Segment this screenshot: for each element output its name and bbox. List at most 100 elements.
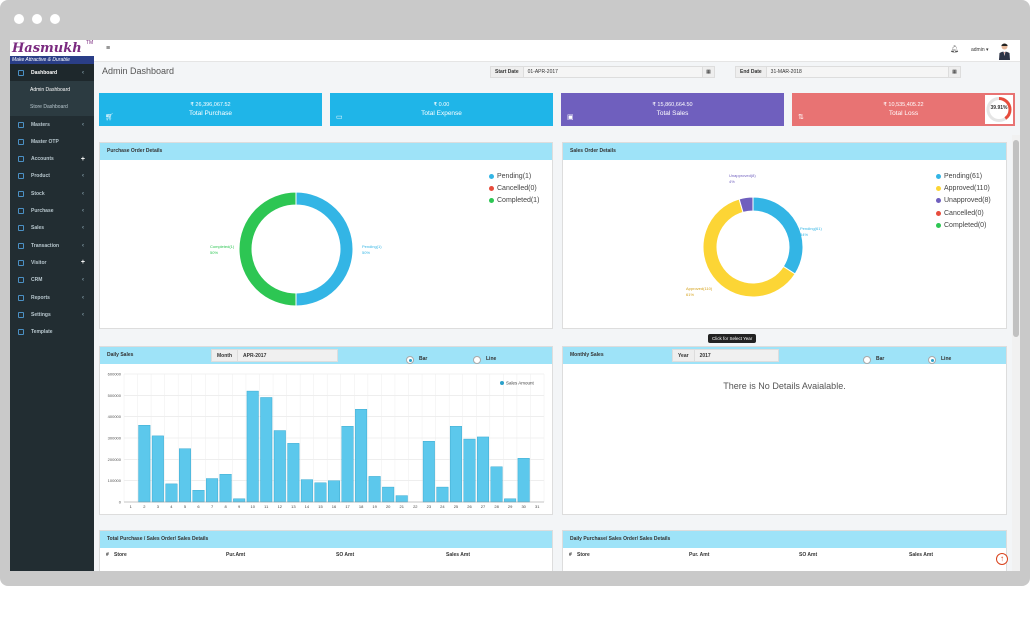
legend-label: Sales Amount — [506, 381, 535, 386]
menu-icon — [18, 156, 24, 163]
sidebar-item-dashboard[interactable]: Dashboard ‹ — [10, 64, 94, 82]
column-header[interactable]: Store — [577, 552, 590, 558]
menu-toggle-icon[interactable]: ≡ — [106, 45, 111, 52]
sales-order-chart: Pending(61)34% Approved(110)61% Unapproved… — [686, 173, 822, 298]
stat-total-loss[interactable]: ₹ 10,535,405.22 Total Loss ⇅ 39.91% — [792, 93, 1015, 126]
radio-icon[interactable] — [473, 355, 481, 364]
sidebar-item-visitor[interactable]: Visitor + — [10, 254, 94, 271]
chevron-left-icon: ‹ — [82, 190, 84, 197]
sidebar-item-master-otp[interactable]: Master OTP — [10, 133, 94, 150]
window-dot[interactable] — [50, 14, 60, 24]
column-header[interactable]: Store — [114, 552, 127, 558]
legend-item[interactable]: Completed(0) — [936, 219, 991, 231]
sidebar-item-settings[interactable]: Settings ‹ — [10, 306, 94, 323]
bar-day-16 — [328, 480, 340, 503]
sidebar-item-purchase[interactable]: Purchase ‹ — [10, 202, 94, 219]
radio-icon[interactable] — [863, 355, 871, 364]
calendar-icon[interactable]: ▦ — [948, 67, 960, 77]
x-tick-label: 16 — [332, 504, 337, 509]
scroll-thumb[interactable] — [1013, 140, 1019, 337]
sidebar-item-admin-dashboard[interactable]: Admin Dashboard — [10, 81, 94, 99]
y-tick-label: 200000 — [108, 457, 122, 462]
column-header[interactable]: Sales Amt — [446, 552, 470, 558]
sidebar-item-store-dashboard[interactable]: Store Dashboard — [10, 98, 94, 116]
sidebar-item-product[interactable]: Product ‹ — [10, 168, 94, 185]
money-icon: ▣ — [567, 114, 574, 121]
page-scrollbar[interactable] — [1012, 135, 1020, 571]
sidebar-item-transaction[interactable]: Transaction ‹ — [10, 237, 94, 254]
radio-selected-icon[interactable] — [406, 355, 414, 364]
bar-radio[interactable]: Bar — [406, 351, 427, 368]
column-header[interactable]: # — [569, 552, 572, 558]
bar-day-11 — [260, 397, 273, 503]
stat-total-sales[interactable]: ₹ 15,860,664.50 Total Sales ▣ — [561, 93, 784, 126]
user-menu[interactable]: admin ▾ — [971, 47, 989, 53]
column-header[interactable]: Pur.Amt — [226, 552, 246, 558]
x-tick-label: 9 — [238, 504, 241, 509]
stat-total-expense[interactable]: ₹ 0.00 Total Expense ▭ — [330, 93, 553, 126]
year-selector: Year 2017 — [672, 349, 779, 362]
panel-header: Monthly Sales Year 2017 Bar Line — [563, 347, 1006, 364]
bar-radio[interactable]: Bar — [863, 351, 884, 368]
x-tick-label: 25 — [454, 504, 459, 509]
legend-item[interactable]: Pending(61) — [936, 170, 991, 182]
line-radio[interactable]: Line — [928, 351, 951, 368]
sidebar-item-sales[interactable]: Sales ‹ — [10, 220, 94, 237]
bar-day-24 — [436, 486, 449, 503]
sidebar-item-template[interactable]: Template — [10, 323, 94, 340]
avatar[interactable] — [998, 42, 1011, 60]
bell-icon[interactable]: 🔔︎ — [950, 46, 959, 53]
app-screen: Hasmukh TM Make Attractive & Durable Das… — [10, 40, 1020, 571]
legend-item[interactable]: Cancelled(0) — [936, 207, 991, 219]
end-date-input[interactable]: 31-MAR-2018 — [765, 67, 948, 77]
sidebar-item-label: Reports — [31, 294, 50, 301]
window-dot[interactable] — [14, 14, 24, 24]
x-tick-label: 17 — [345, 504, 350, 509]
legend-label: Pending(1) — [497, 172, 532, 180]
slice-label: 50% — [362, 250, 370, 255]
radio-selected-icon[interactable] — [928, 355, 936, 364]
title-row: Admin Dashboard Start Date 01-APR-2017 ▦… — [94, 62, 1010, 80]
legend-label: Approved(110) — [944, 184, 990, 192]
start-date-input[interactable]: 01-APR-2017 — [522, 67, 702, 77]
legend-item[interactable]: Completed(1) — [489, 195, 539, 207]
legend-label: Cancelled(0) — [944, 209, 984, 217]
window-dot[interactable] — [32, 14, 42, 24]
sidebar-item-stock[interactable]: Stock ‹ — [10, 185, 94, 202]
legend-item[interactable]: Unapproved(8) — [936, 195, 991, 207]
bar-day-12 — [273, 430, 286, 503]
x-tick-label: 28 — [494, 504, 499, 509]
scroll-to-top-icon[interactable]: ↑ — [996, 553, 1008, 565]
column-header[interactable]: SO Amt — [336, 552, 355, 558]
column-header[interactable]: Sales Amt — [909, 552, 933, 558]
x-tick-label: 14 — [305, 504, 310, 509]
column-header[interactable]: Pur. Amt — [689, 552, 710, 558]
start-date-group: Start Date 01-APR-2017 ▦ — [490, 66, 715, 78]
column-header[interactable]: # — [106, 552, 109, 558]
loss-gauge: 39.91% — [985, 95, 1013, 124]
column-header[interactable]: SO Amt — [799, 552, 818, 558]
sidebar-item-label: Store Dashboard — [30, 104, 68, 111]
gauge-fill — [986, 97, 1012, 122]
sidebar-item-masters[interactable]: Masters ‹ — [10, 116, 94, 133]
calendar-icon[interactable]: ▦ — [702, 67, 714, 77]
slice-label: Completed(1) — [210, 244, 235, 249]
year-input[interactable]: 2017 — [694, 349, 779, 362]
x-tick-label: 11 — [264, 504, 269, 509]
sidebar-item-reports[interactable]: Reports ‹ — [10, 289, 94, 306]
chevron-left-icon: ‹ — [82, 225, 84, 232]
sidebar-item-accounts[interactable]: Accounts + — [10, 150, 94, 167]
bar-day-21 — [395, 495, 408, 503]
line-radio[interactable]: Line — [473, 351, 496, 368]
logo[interactable]: Hasmukh TM Make Attractive & Durable — [10, 40, 94, 64]
bar-day-27 — [477, 436, 490, 503]
chevron-left-icon: ‹ — [82, 208, 84, 215]
legend-item[interactable]: Pending(1) — [489, 170, 539, 182]
stat-amount: ₹ 10,535,405.22 — [883, 102, 924, 108]
stat-total-purchase[interactable]: ₹ 26,396,067.52 Total Purchase 🛒︎ — [99, 93, 322, 126]
sidebar-item-crm[interactable]: CRM ‹ — [10, 272, 94, 289]
legend-item[interactable]: Cancelled(0) — [489, 182, 539, 194]
y-tick-label: 0 — [119, 500, 122, 505]
legend-item[interactable]: Approved(110) — [936, 182, 991, 194]
month-input[interactable]: APR-2017 — [238, 349, 338, 362]
